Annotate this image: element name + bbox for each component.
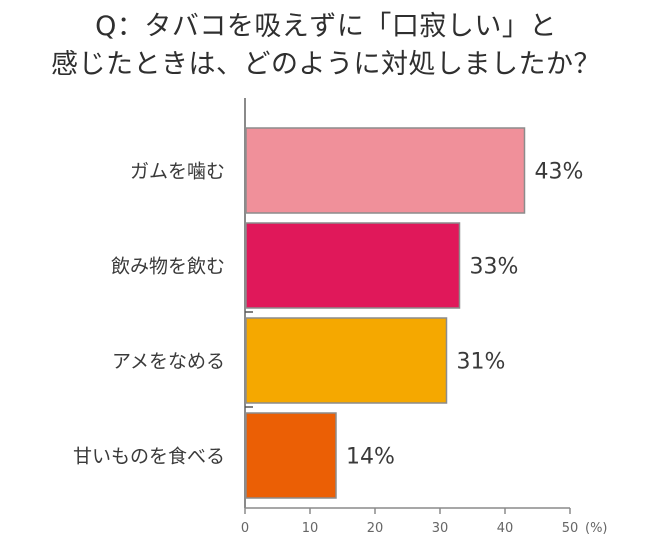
chart-title-line-2: 感じたときは、どのように対処しましたか？	[51, 49, 601, 80]
bar	[245, 127, 526, 214]
category-label: ガムを噛む	[130, 161, 225, 183]
x-tick-label: 40	[497, 521, 514, 536]
x-tick-label: 30	[432, 521, 449, 536]
category-label: アメをなめる	[112, 351, 225, 373]
labels-layer: ガムを噛む 43% 飲み物を飲む 33% アメをなめる 31% 甘いものを食べる 14%	[73, 160, 583, 470]
bar	[245, 222, 461, 309]
value-label: 33%	[470, 255, 519, 280]
axis-layer: 0 10 20 30 40 50 (%)	[241, 98, 608, 536]
chart-title-line-1: Q：タバコを吸えずに「口寂しい」と	[95, 11, 557, 42]
bar	[245, 317, 448, 404]
x-tick-label: 20	[367, 521, 384, 536]
bars-layer	[245, 127, 526, 499]
x-axis-unit-label: (%)	[585, 521, 608, 536]
x-tick-label: 0	[241, 521, 249, 536]
value-label: 14%	[346, 445, 395, 470]
x-tick-label: 10	[302, 521, 319, 536]
chart-title: Q：タバコを吸えずに「口寂しい」と 感じたときは、どのように対処しましたか？	[0, 8, 652, 84]
x-tick-label: 50	[562, 521, 579, 536]
value-label: 43%	[535, 160, 584, 185]
category-label: 甘いものを食べる	[73, 446, 225, 468]
category-label: 飲み物を飲む	[111, 256, 225, 278]
bar	[245, 412, 337, 499]
value-label: 31%	[457, 350, 506, 375]
